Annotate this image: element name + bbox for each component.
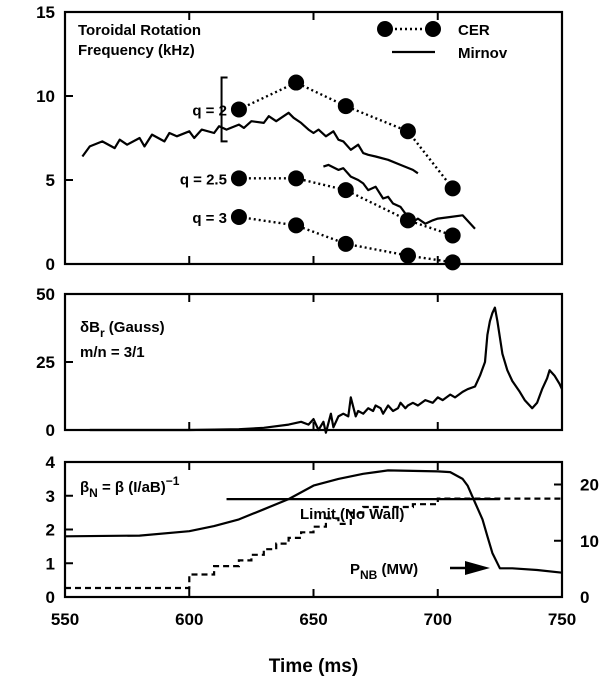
y2-tick-label: 20	[580, 476, 599, 495]
y-tick-label: 50	[36, 285, 55, 304]
limit-label: Limit (No Wall)	[300, 506, 404, 523]
deltab-label: δBr (Gauss)	[80, 319, 165, 340]
deltab-label-rest: (Gauss)	[105, 319, 165, 336]
series-line	[89, 306, 563, 434]
pnb-label-rest: (MW)	[377, 561, 418, 578]
y-tick-label: 5	[46, 171, 55, 190]
cer-point	[399, 212, 416, 229]
y-tick-label: 2	[46, 521, 55, 540]
pnb-label: PNB (MW)	[350, 561, 418, 582]
mode-label: m/n = 3/1	[80, 344, 145, 361]
x-tick-label: 650	[299, 610, 327, 629]
series-line	[323, 163, 476, 230]
y2-tick-label: 0	[580, 588, 589, 607]
x-axis-label: Time (ms)	[269, 656, 358, 677]
legend-cer-marker	[377, 21, 393, 37]
cer-point	[444, 254, 461, 271]
x-tick-label: 550	[51, 610, 79, 629]
legend-cer-marker	[425, 21, 441, 37]
y-tick-label: 25	[36, 353, 55, 372]
y-tick-label: 4	[46, 453, 56, 472]
beta-panel: 0 1 2 3 4 0 10 20 Limit (No Wall) βN = β (I/aB)−1…	[46, 453, 599, 607]
y-tick-label: 0	[46, 588, 55, 607]
cer-point	[337, 182, 354, 199]
y-tick-label: 3	[46, 487, 55, 506]
q-label: q = 3	[192, 210, 227, 227]
y-tick-label: 1	[46, 554, 55, 573]
q-label: q = 2	[192, 102, 227, 119]
rotation-panel: 0 5 10 15 Toroidal Rotation Frequency (kHz) CE…	[36, 3, 564, 274]
q2-bracket	[220, 76, 228, 143]
cer-point	[288, 74, 305, 91]
betan-label-sup: −1	[166, 474, 180, 488]
betan-label-rest: = β (I/aB)	[98, 479, 166, 496]
panel-frame	[63, 292, 564, 432]
betan-label: βN = β (I/aB)−1	[80, 474, 180, 500]
cer-point	[230, 208, 247, 225]
q-label: q = 2.5	[180, 171, 227, 188]
series-line	[64, 469, 563, 574]
legend-mirnov-label: Mirnov	[458, 45, 508, 62]
cer-point	[399, 123, 416, 140]
cer-point	[230, 170, 247, 187]
pnb-label-sub: NB	[360, 568, 378, 582]
y2-tick-label: 10	[580, 532, 599, 551]
deltab-panel: 0 25 50 δBr (Gauss) m/n = 3/1	[36, 285, 564, 440]
series-line	[81, 111, 419, 175]
cer-point	[288, 217, 305, 234]
y-tick-label: 0	[46, 255, 55, 274]
x-axis: 550 600 650 700 750 Time (ms)	[51, 610, 576, 677]
pnb-line	[65, 497, 562, 590]
y-tick-label: 0	[46, 421, 55, 440]
y-tick-label: 10	[36, 87, 55, 106]
y-tick-label: 15	[36, 3, 55, 22]
x-tick-label: 700	[424, 610, 452, 629]
chart-title: Toroidal Rotation	[78, 22, 201, 39]
cer-point	[444, 180, 461, 197]
cer-point	[337, 98, 354, 115]
betan-label-sub: N	[89, 486, 98, 500]
chart-title-line2: Frequency (kHz)	[78, 42, 195, 59]
deltab-label-sub: r	[100, 326, 105, 340]
cer-point	[337, 235, 354, 252]
cer-point	[399, 247, 416, 264]
x-tick-label: 750	[548, 610, 576, 629]
pnb-arrow-head	[465, 561, 490, 575]
cer-point	[444, 227, 461, 244]
x-tick-label: 600	[175, 610, 203, 629]
cer-point	[230, 101, 247, 118]
cer-point	[288, 170, 305, 187]
legend-cer-label: CER	[458, 22, 490, 39]
